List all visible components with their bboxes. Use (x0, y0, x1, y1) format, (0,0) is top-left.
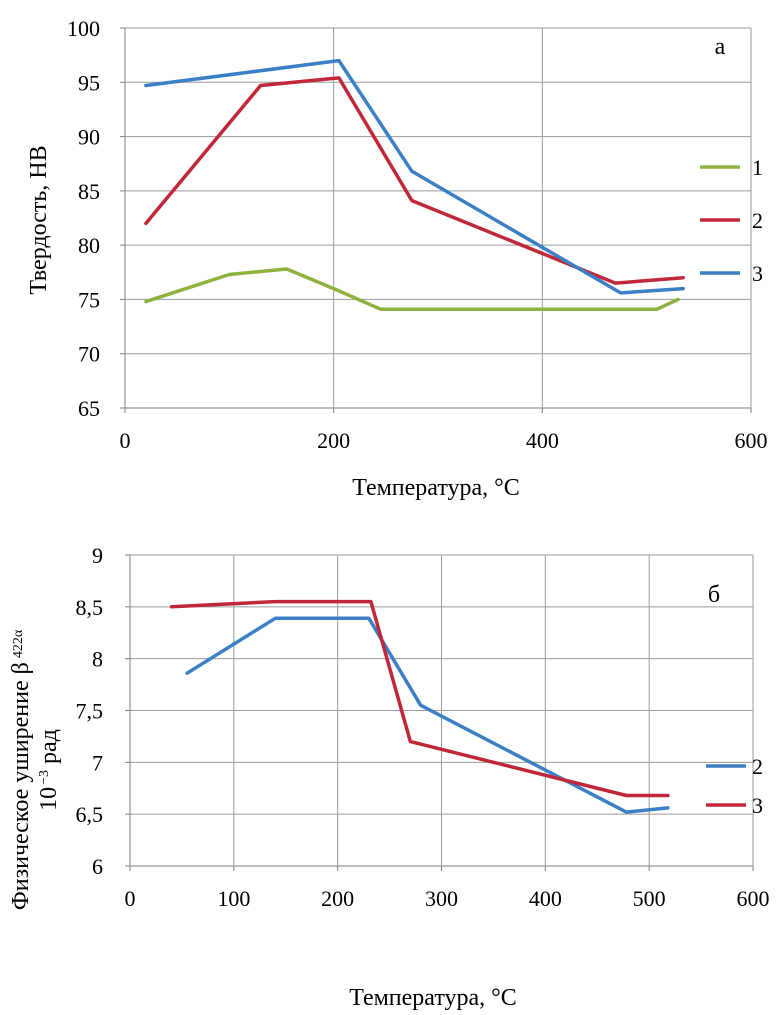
y-tick-label: 85 (78, 179, 100, 204)
x-tick-label: 100 (217, 886, 250, 911)
grid-b (125, 554, 754, 871)
y-tick-label: 65 (78, 396, 100, 421)
y-axis-title-b-main: Физическое уширение β (8, 662, 34, 910)
legend-label-3: 3 (752, 261, 763, 286)
y-tick-label: 8 (92, 647, 103, 672)
x-tick-label: 500 (633, 886, 666, 911)
x-tick-label: 300 (425, 886, 458, 911)
y-axis-title-b-unit: рад (36, 729, 62, 764)
x-tick-label: 400 (526, 428, 559, 453)
series-b (169, 599, 670, 814)
panel-label-a: а (715, 34, 726, 60)
y-axis-title-b-subscript: 422α (11, 629, 26, 658)
x-tick-label: 200 (321, 886, 354, 911)
y-tick-label: 8,5 (76, 595, 104, 620)
ticks-a: 65 70 75 80 85 90 95 100 0 200 400 600 (67, 16, 768, 453)
series-line-2 (144, 76, 685, 285)
x-tick-label: 200 (317, 428, 350, 453)
y-axis-title-a: Твердость, НВ (26, 145, 52, 294)
y-tick-label: 70 (78, 342, 100, 367)
y-tick-label: 9 (92, 543, 103, 568)
x-tick-label: 0 (125, 886, 136, 911)
y-axis-title-b-base: 10 (36, 787, 62, 811)
x-tick-label: 0 (120, 428, 131, 453)
y-axis-title-b-line2: 10 −3 рад (36, 729, 62, 811)
y-tick-label: 75 (78, 287, 100, 312)
series-line-3 (169, 599, 670, 798)
y-tick-label: 90 (78, 125, 100, 150)
series-line-2 (185, 616, 670, 814)
y-tick-label: 7,5 (76, 699, 104, 724)
y-axis-title-b-exponent: −3 (37, 770, 52, 785)
y-tick-label: 100 (67, 16, 100, 41)
grid-a (120, 27, 752, 413)
legend-label-2: 2 (752, 208, 763, 233)
chart-broadening: 6 6,5 7 7,5 8 8,5 9 0 100 200 300 400 500 600 б Темпе… (8, 543, 770, 1011)
chart-hardness: 65 70 75 80 85 90 95 100 0 200 400 600 а Температур… (26, 16, 768, 501)
y-tick-label: 7 (92, 750, 103, 775)
y-tick-label: 6 (92, 854, 103, 879)
series-line-3 (144, 58, 685, 295)
legend-label-2: 2 (752, 754, 763, 779)
y-tick-label: 6,5 (76, 802, 104, 827)
x-tick-label: 400 (529, 886, 562, 911)
series-a (144, 58, 685, 311)
x-axis-title-a: Температура, °С (352, 475, 520, 501)
y-axis-title-b-line1: Физическое уширение β 422α (8, 629, 34, 910)
legend-a: 1 2 3 (700, 155, 763, 286)
x-tick-label: 600 (737, 886, 770, 911)
y-tick-label: 95 (78, 70, 100, 95)
y-tick-label: 80 (78, 233, 100, 258)
ticks-b: 6 6,5 7 7,5 8 8,5 9 0 100 200 300 400 500 600 (76, 543, 770, 911)
series-line-1 (144, 267, 680, 311)
legend-b: 23 (706, 754, 763, 818)
legend-label-1: 1 (752, 155, 763, 180)
x-axis-title-b: Температура, °С (349, 985, 517, 1011)
x-tick-label: 600 (735, 428, 768, 453)
legend-label-3: 3 (752, 793, 763, 818)
panel-label-b: б (708, 582, 720, 608)
